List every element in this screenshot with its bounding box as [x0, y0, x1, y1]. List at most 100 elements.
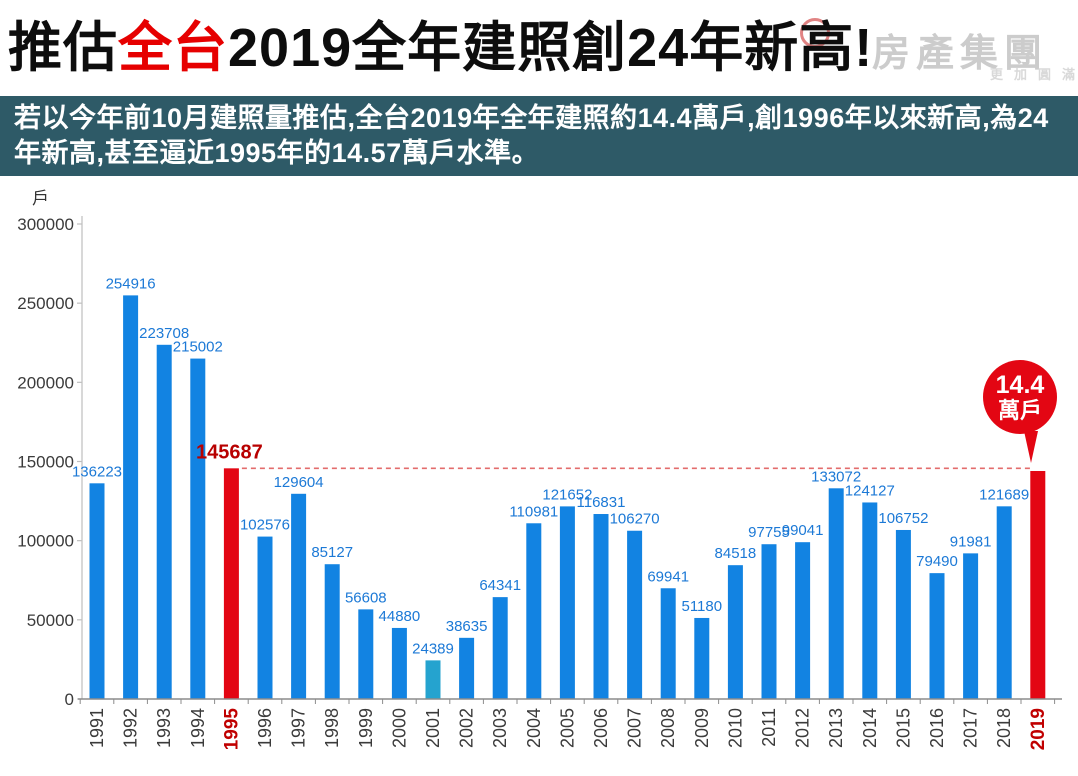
x-axis-label-2013: 2013: [826, 708, 846, 748]
x-axis-label-2001: 2001: [423, 708, 443, 748]
value-label-2013: 133072: [811, 468, 861, 485]
title-suffix: 2019全年建照創24年新高!: [228, 18, 874, 78]
bar-chart: 戶 0 50000 100000 150000 200000 250000 300000 136…: [0, 176, 1078, 776]
bar-2008: [660, 588, 676, 699]
x-axis-label-1992: 1992: [121, 708, 141, 748]
bar-1996: [257, 536, 273, 699]
bar-1999: [358, 609, 374, 699]
x-axis-label-1999: 1999: [356, 708, 376, 748]
bar-2014: [862, 502, 878, 699]
bar-2009: [694, 617, 710, 699]
y-axis-label: 250000: [17, 294, 74, 313]
badge-pointer-icon: [1024, 431, 1038, 463]
bar-1993: [156, 344, 172, 699]
bar-1998: [324, 564, 340, 699]
callout-badge-2019: 14.4 萬戶: [983, 360, 1057, 434]
value-label-2017: 91981: [950, 533, 992, 550]
x-axis-label-2000: 2000: [389, 708, 409, 748]
value-label-1998: 85127: [311, 544, 353, 561]
x-axis-label-1993: 1993: [154, 708, 174, 748]
x-axis-label-1994: 1994: [188, 708, 208, 748]
value-label-2007: 106270: [610, 511, 660, 528]
x-axis-label-1995: 1995: [221, 708, 242, 751]
bar-1994: [190, 358, 206, 699]
value-label-2001: 24389: [412, 640, 454, 657]
bar-2002: [459, 637, 475, 699]
y-axis-label: 150000: [17, 453, 74, 472]
x-axis-label-1998: 1998: [322, 708, 342, 748]
x-axis-label-2014: 2014: [860, 708, 880, 748]
company-logo-watermark: 房產集團: [872, 33, 1049, 75]
x-axis-label-2010: 2010: [725, 708, 745, 748]
value-label-2008: 69941: [647, 568, 689, 585]
value-label-2014: 124127: [845, 482, 895, 499]
value-label-2006: 116831: [577, 494, 626, 511]
value-label-2018: 121689: [979, 486, 1029, 503]
value-label-1999: 56608: [345, 589, 387, 606]
x-axis-label-2002: 2002: [457, 708, 477, 748]
bar-2004: [526, 523, 542, 699]
value-label-2016: 79490: [916, 553, 958, 570]
bar-2001: [425, 660, 441, 699]
value-label-2003: 64341: [479, 577, 521, 594]
value-label-2004: 110981: [509, 503, 558, 520]
value-label-2010: 84518: [715, 545, 757, 562]
x-axis-label-1997: 1997: [289, 708, 309, 748]
title-prefix: 推估: [8, 18, 118, 78]
y-axis-label: 0: [65, 690, 74, 709]
bar-2007: [627, 530, 643, 699]
value-label-2005: 121652: [542, 486, 592, 503]
bar-1992: [123, 295, 139, 699]
value-label-2015: 106752: [878, 510, 928, 527]
value-label-1991: 136223: [72, 463, 122, 480]
bar-1991: [89, 483, 105, 699]
value-label-2012: 99041: [782, 522, 824, 539]
bar-2000: [391, 627, 407, 699]
value-label-1992: 254916: [106, 275, 156, 292]
x-axis-label-1996: 1996: [255, 708, 275, 748]
value-label-1996: 102576: [240, 517, 290, 534]
y-axis-label: 300000: [17, 215, 74, 234]
bar-2016: [929, 573, 945, 699]
bar-2018: [996, 506, 1012, 699]
x-axis-label-2008: 2008: [658, 708, 678, 748]
bar-chart-svg: 戶 0 50000 100000 150000 200000 250000 300000 136…: [17, 189, 1062, 751]
bar-2012: [795, 542, 811, 699]
value-label-2009: 51180: [681, 598, 722, 615]
x-axis-label-2004: 2004: [524, 708, 544, 748]
x-axis-label-2009: 2009: [692, 708, 712, 748]
bar-2019: [1030, 471, 1046, 699]
y-axis-label: 50000: [27, 611, 74, 630]
y-axis-label: 200000: [17, 373, 74, 392]
bar-2011: [761, 544, 777, 699]
bar-1997: [291, 493, 307, 699]
value-label-1995: 145687: [196, 441, 263, 463]
subtitle-banner: 若以今年前10月建照量推估,全台2019年全年建照約14.4萬戶,創1996年以…: [0, 96, 1078, 176]
badge-unit: 萬戶: [997, 397, 1042, 423]
value-label-2002: 38635: [446, 618, 488, 635]
x-axis-label-2016: 2016: [927, 708, 947, 748]
value-label-2000: 44880: [379, 608, 421, 625]
bar-2013: [828, 488, 844, 699]
x-axis-label-2015: 2015: [893, 708, 913, 748]
logo-red-circle-icon: [800, 18, 830, 48]
x-axis-label-2003: 2003: [490, 708, 510, 748]
y-axis-unit-label: 戶: [32, 189, 49, 208]
y-axis-label: 100000: [17, 532, 74, 551]
x-axis-label-2019: 2019: [1028, 708, 1049, 750]
x-axis-label-2017: 2017: [961, 708, 981, 748]
bar-2015: [895, 529, 911, 699]
x-axis-label-1991: 1991: [87, 708, 107, 748]
value-label-1993: 223708: [139, 325, 189, 342]
x-axis-label-2011: 2011: [759, 708, 779, 747]
value-label-1997: 129604: [274, 474, 324, 491]
bar-2003: [492, 597, 508, 699]
bar-2010: [727, 565, 743, 699]
bar-2006: [593, 514, 609, 699]
value-label-1994: 215002: [173, 339, 223, 356]
x-axis-label-2005: 2005: [557, 708, 577, 748]
bar-2017: [963, 553, 979, 699]
bar-2005: [559, 506, 575, 699]
page-title: 推估全台2019全年建照創24年新高!: [8, 4, 873, 92]
